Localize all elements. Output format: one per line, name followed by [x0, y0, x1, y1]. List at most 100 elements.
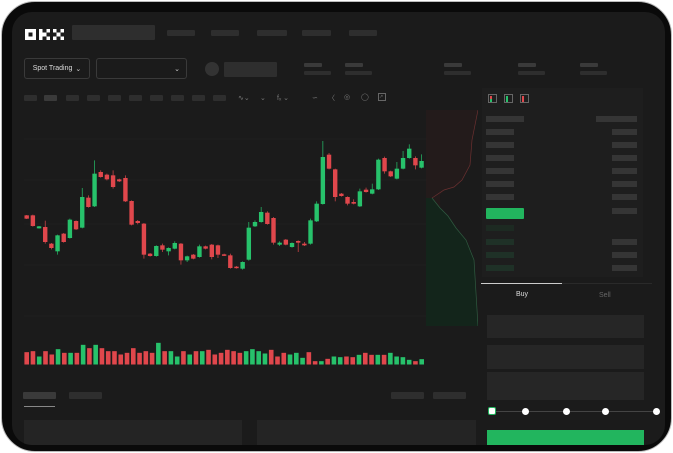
- volume-bar: [243, 351, 249, 365]
- book-sell-icon[interactable]: [520, 94, 529, 103]
- volume-bar: [287, 354, 293, 365]
- candle-up: [277, 242, 282, 245]
- depth-chart: [426, 110, 478, 326]
- volume-bar: [268, 349, 274, 365]
- candle-up: [394, 168, 400, 179]
- volume-bar: [256, 351, 261, 365]
- interval-button[interactable]: [129, 95, 142, 101]
- price-input[interactable]: [487, 315, 644, 338]
- interval-button[interactable]: [87, 95, 100, 101]
- candle-down: [61, 233, 66, 242]
- slider-stop-100[interactable]: [653, 408, 660, 415]
- interval-button[interactable]: [44, 95, 57, 101]
- ask-price: [486, 129, 514, 135]
- amount-input[interactable]: [487, 345, 644, 369]
- volume-bar: [250, 349, 255, 365]
- candle-up: [67, 219, 73, 238]
- candle-down: [333, 169, 338, 197]
- okx-logo[interactable]: [25, 27, 65, 40]
- total-input[interactable]: [487, 372, 644, 400]
- candle-down: [228, 255, 233, 268]
- volume-bar: [193, 351, 199, 365]
- slider-handle[interactable]: [488, 407, 496, 415]
- book-both-icon[interactable]: [488, 94, 497, 103]
- bid-price: [486, 239, 514, 245]
- nav-item-5[interactable]: [349, 30, 377, 36]
- pencil-icon[interactable]: 〈: [328, 95, 335, 102]
- ask-price: [486, 194, 514, 200]
- tab-buy[interactable]: Buy: [516, 291, 529, 298]
- interval-button[interactable]: [108, 95, 121, 101]
- stat-value: [580, 71, 607, 75]
- interval-button[interactable]: [24, 95, 37, 101]
- volume-bar: [344, 356, 349, 365]
- volume-bar: [162, 351, 167, 365]
- candle-up: [154, 246, 159, 256]
- book-buy-icon[interactable]: [504, 94, 513, 103]
- spot-trading-select[interactable]: Spot Trading ⌄: [24, 58, 90, 79]
- volume-bar: [331, 356, 337, 365]
- nav-item-4[interactable]: [302, 30, 331, 36]
- slider-stop-25[interactable]: [522, 408, 529, 415]
- indicator-icon[interactable]: ⌄: [260, 95, 266, 102]
- nav-item-2[interactable]: [211, 30, 239, 36]
- candle-down: [203, 246, 208, 249]
- slider-track[interactable]: [492, 411, 656, 412]
- interval-button[interactable]: [150, 95, 163, 101]
- stat-value: [518, 71, 545, 75]
- stat-label: [444, 63, 462, 67]
- tab-sell[interactable]: Sell: [599, 292, 611, 299]
- mid-price: [486, 208, 524, 219]
- slider-stop-75[interactable]: [602, 408, 609, 415]
- draw-icon[interactable]: ∽: [312, 95, 318, 102]
- bottom-tab-1[interactable]: [23, 392, 56, 399]
- ask-price: [486, 168, 514, 174]
- fx-icon[interactable]: fₓ ⌄: [277, 95, 290, 102]
- interval-button[interactable]: [171, 95, 184, 101]
- volume-bar: [124, 352, 130, 365]
- volume-bar: [112, 351, 117, 365]
- nav-item-1[interactable]: [167, 30, 195, 36]
- bottom-card-1: [24, 420, 242, 445]
- volume-bar: [294, 352, 299, 365]
- bottom-action-2[interactable]: [433, 392, 466, 399]
- bottom-tab-2[interactable]: [69, 392, 102, 399]
- interval-button[interactable]: [66, 95, 79, 101]
- candle-down: [234, 266, 239, 269]
- pair-select[interactable]: ⌄: [96, 58, 187, 79]
- search-bar[interactable]: [72, 25, 155, 40]
- settings-icon[interactable]: ◯: [361, 94, 369, 101]
- volume-bar: [156, 342, 161, 365]
- nav-item-3[interactable]: [257, 30, 287, 36]
- interval-button[interactable]: [192, 95, 205, 101]
- fullscreen-icon[interactable]: ↗: [378, 93, 386, 101]
- volume-bar: [181, 351, 186, 365]
- stat-label: [345, 63, 363, 67]
- bottom-action-1[interactable]: [391, 392, 424, 399]
- volume-bar: [381, 354, 387, 365]
- line-icon[interactable]: ∿⌄: [238, 95, 250, 102]
- camera-icon[interactable]: ◎: [344, 94, 351, 101]
- volume-bar: [43, 351, 48, 365]
- candle-down: [49, 243, 54, 248]
- depth-bids-line: [431, 197, 478, 326]
- chevron-down-icon: ⌄: [174, 65, 180, 73]
- buy-submit-button[interactable]: [487, 430, 644, 445]
- volume-bar: [36, 356, 42, 365]
- stat-value: [444, 71, 471, 75]
- volume-bar: [237, 352, 243, 365]
- volume-bar: [93, 344, 98, 365]
- volume-bar: [87, 348, 92, 365]
- candlestick-chart[interactable]: [12, 102, 482, 372]
- volume-bar: [388, 352, 393, 365]
- candle-down: [147, 253, 153, 256]
- slider-stop-50[interactable]: [563, 408, 570, 415]
- volume-bar: [400, 357, 406, 365]
- pair-avatar: [205, 62, 219, 76]
- candle-up: [36, 226, 42, 229]
- pair-name: [224, 62, 277, 77]
- volume-bar: [62, 352, 67, 365]
- interval-button[interactable]: [213, 95, 226, 101]
- candle-up: [308, 220, 313, 244]
- tabs-divider: [562, 283, 652, 284]
